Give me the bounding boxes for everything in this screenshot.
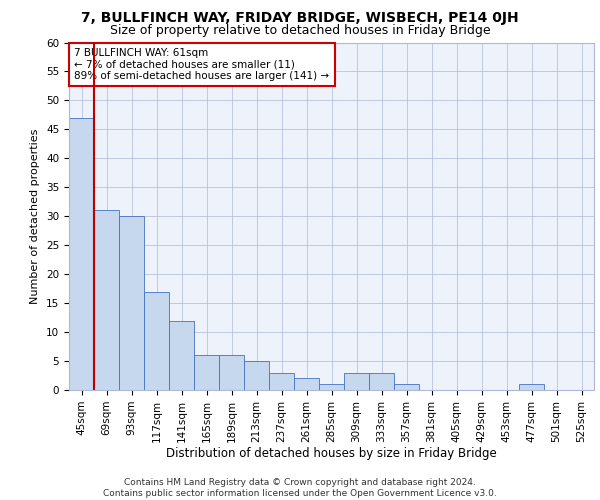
Bar bbox=[319, 384, 344, 390]
Y-axis label: Number of detached properties: Number of detached properties bbox=[31, 128, 40, 304]
Bar bbox=[169, 320, 194, 390]
X-axis label: Distribution of detached houses by size in Friday Bridge: Distribution of detached houses by size … bbox=[166, 448, 497, 460]
Bar bbox=[394, 384, 419, 390]
Bar bbox=[519, 384, 544, 390]
Bar bbox=[219, 355, 244, 390]
Bar bbox=[69, 118, 94, 390]
Bar bbox=[344, 372, 369, 390]
Text: 7, BULLFINCH WAY, FRIDAY BRIDGE, WISBECH, PE14 0JH: 7, BULLFINCH WAY, FRIDAY BRIDGE, WISBECH… bbox=[81, 11, 519, 25]
Bar bbox=[94, 210, 119, 390]
Text: 7 BULLFINCH WAY: 61sqm
← 7% of detached houses are smaller (11)
89% of semi-deta: 7 BULLFINCH WAY: 61sqm ← 7% of detached … bbox=[74, 48, 329, 81]
Text: Contains HM Land Registry data © Crown copyright and database right 2024.
Contai: Contains HM Land Registry data © Crown c… bbox=[103, 478, 497, 498]
Bar bbox=[294, 378, 319, 390]
Bar bbox=[194, 355, 219, 390]
Bar bbox=[269, 372, 294, 390]
Bar bbox=[369, 372, 394, 390]
Bar bbox=[244, 361, 269, 390]
Bar bbox=[144, 292, 169, 390]
Text: Size of property relative to detached houses in Friday Bridge: Size of property relative to detached ho… bbox=[110, 24, 490, 37]
Bar bbox=[119, 216, 144, 390]
